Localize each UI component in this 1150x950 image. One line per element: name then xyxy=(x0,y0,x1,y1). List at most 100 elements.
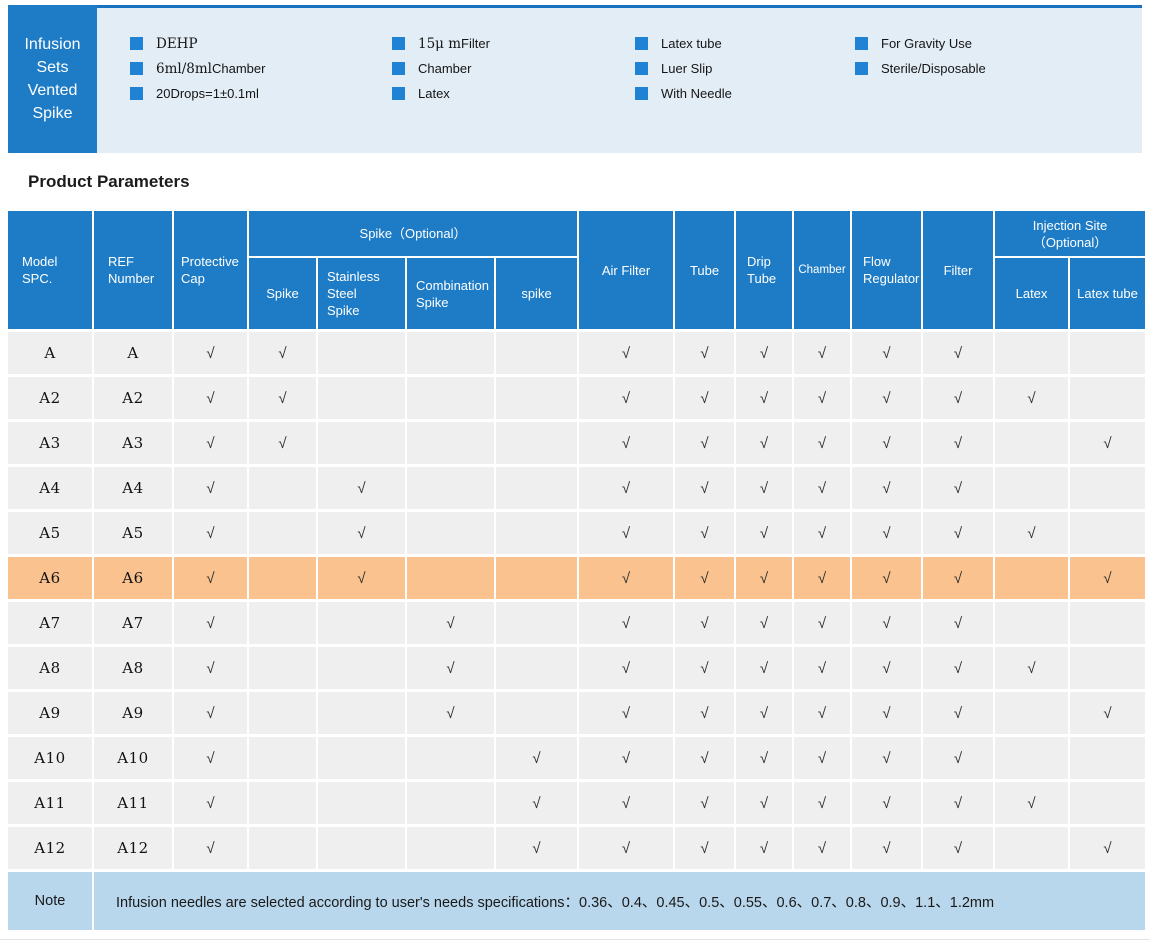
check-mark: √ xyxy=(206,524,215,542)
bullet-square-icon xyxy=(855,37,868,50)
check-mark: √ xyxy=(817,569,827,587)
product-title-line: Sets xyxy=(36,59,69,76)
check-mark: √ xyxy=(759,704,769,722)
check-cell-drip: √ xyxy=(736,737,795,782)
ref-cell: A9 xyxy=(94,692,174,737)
check-mark: √ xyxy=(621,479,631,497)
check-cell-chamber: √ xyxy=(794,512,853,557)
check-cell-air: √ xyxy=(579,737,676,782)
ref-cell: A7 xyxy=(94,602,174,647)
feature-text: Luer Slip xyxy=(661,61,713,76)
col-header-combination-spike: Combination Spike xyxy=(407,258,496,332)
check-mark: √ xyxy=(882,434,891,452)
empty-cell-latex_tube xyxy=(1070,737,1146,782)
check-mark: √ xyxy=(700,344,709,362)
check-mark: √ xyxy=(759,479,769,497)
check-cell-cap: √ xyxy=(174,557,249,602)
check-mark: √ xyxy=(206,344,215,362)
check-cell-air: √ xyxy=(579,377,676,422)
check-cell-air: √ xyxy=(579,467,676,512)
table-row[interactable]: A12 A12 √ √ √ √ √ √ √ √ √ xyxy=(8,827,1146,872)
check-cell-filter: √ xyxy=(923,422,996,467)
model-cell: A9 xyxy=(8,692,94,737)
check-cell-spike2: √ xyxy=(496,827,580,872)
bullet-square-icon xyxy=(392,62,405,75)
ref-cell: A10 xyxy=(94,737,174,782)
table-row[interactable]: A6 A6 √ √ √ √ √ √ √ √ √ xyxy=(8,557,1146,602)
check-cell-cap: √ xyxy=(174,512,249,557)
empty-cell-latex xyxy=(995,557,1071,602)
check-mark: √ xyxy=(1103,704,1112,722)
table-row[interactable]: A3 A3 √ √ √ √ √ √ √ √ √ xyxy=(8,422,1146,467)
check-cell-spike: √ xyxy=(249,377,318,422)
feature-text: Latex xyxy=(418,86,450,101)
table-row[interactable]: A8 A8 √ √ √ √ √ √ √ √ √ xyxy=(8,647,1146,692)
check-cell-chamber: √ xyxy=(794,602,853,647)
check-mark: √ xyxy=(882,659,891,677)
ref-cell: A6 xyxy=(94,557,174,602)
empty-cell-latex_tube xyxy=(1070,377,1146,422)
check-mark: √ xyxy=(700,389,709,407)
check-mark: √ xyxy=(206,479,215,497)
feature-item: DEHP xyxy=(130,36,265,52)
product-title-line: Vented xyxy=(27,82,78,99)
model-cell: A12 xyxy=(8,827,94,872)
check-mark: √ xyxy=(817,479,827,497)
table-row[interactable]: A9 A9 √ √ √ √ √ √ √ √ √ xyxy=(8,692,1146,737)
empty-cell-spike xyxy=(249,467,318,512)
feature-text: For Gravity Use xyxy=(881,36,973,51)
check-mark: √ xyxy=(278,434,287,452)
table-row[interactable]: A2 A2 √ √ √ √ √ √ √ √ √ xyxy=(8,377,1146,422)
check-mark: √ xyxy=(621,794,631,812)
check-cell-stainless: √ xyxy=(318,512,407,557)
check-mark: √ xyxy=(882,569,891,587)
check-mark: √ xyxy=(278,389,287,407)
table-row[interactable]: A4 A4 √ √ √ √ √ √ √ √ xyxy=(8,467,1146,512)
table-row[interactable]: A10 A10 √ √ √ √ √ √ √ √ xyxy=(8,737,1146,782)
check-cell-flow: √ xyxy=(852,422,924,467)
check-cell-chamber: √ xyxy=(794,782,853,827)
check-cell-cap: √ xyxy=(174,467,249,512)
feature-text: 20Drops=1±0.1ml xyxy=(156,86,259,101)
check-mark: √ xyxy=(817,344,827,362)
check-mark: √ xyxy=(532,749,541,767)
note-row: Note Infusion needles are selected accor… xyxy=(8,872,1146,930)
check-mark: √ xyxy=(953,344,963,362)
empty-cell-latex_tube xyxy=(1070,647,1146,692)
check-cell-flow: √ xyxy=(852,647,924,692)
empty-cell-latex_tube xyxy=(1070,332,1146,377)
col-header-drip-tube: Drip Tube xyxy=(736,211,795,332)
check-mark: √ xyxy=(759,389,769,407)
model-cell: A xyxy=(8,332,94,377)
table-row[interactable]: A A √ √ √ √ √ √ √ √ xyxy=(8,332,1146,377)
check-mark: √ xyxy=(817,749,827,767)
check-mark: √ xyxy=(700,614,709,632)
check-cell-air: √ xyxy=(579,332,676,377)
check-cell-air: √ xyxy=(579,782,676,827)
feature-text: Latex tube xyxy=(661,36,722,51)
table-row[interactable]: A5 A5 √ √ √ √ √ √ √ √ √ xyxy=(8,512,1146,557)
check-cell-cap: √ xyxy=(174,422,249,467)
product-title-box: Infusion Sets Vented Spike xyxy=(8,5,97,153)
feature-item: Latex tube xyxy=(635,36,732,51)
check-cell-combination: √ xyxy=(407,692,496,737)
check-cell-air: √ xyxy=(579,512,676,557)
check-mark: √ xyxy=(817,614,827,632)
empty-cell-latex xyxy=(995,827,1071,872)
check-mark: √ xyxy=(532,839,541,857)
model-cell: A11 xyxy=(8,782,94,827)
check-mark: √ xyxy=(759,614,769,632)
check-mark: √ xyxy=(700,749,709,767)
ref-cell: A8 xyxy=(94,647,174,692)
check-cell-latex_tube: √ xyxy=(1070,422,1146,467)
col-group-spike-optional: Spike（Optional） xyxy=(249,211,580,258)
col-header-ref-number: REF Number xyxy=(94,211,174,332)
table-row[interactable]: A11 A11 √ √ √ √ √ √ √ √ √ xyxy=(8,782,1146,827)
check-mark: √ xyxy=(953,569,963,587)
product-title-line: Spike xyxy=(32,105,73,122)
check-cell-combination: √ xyxy=(407,647,496,692)
check-mark: √ xyxy=(817,659,827,677)
table-row[interactable]: A7 A7 √ √ √ √ √ √ √ √ xyxy=(8,602,1146,647)
check-mark: √ xyxy=(621,704,631,722)
check-mark: √ xyxy=(759,569,769,587)
